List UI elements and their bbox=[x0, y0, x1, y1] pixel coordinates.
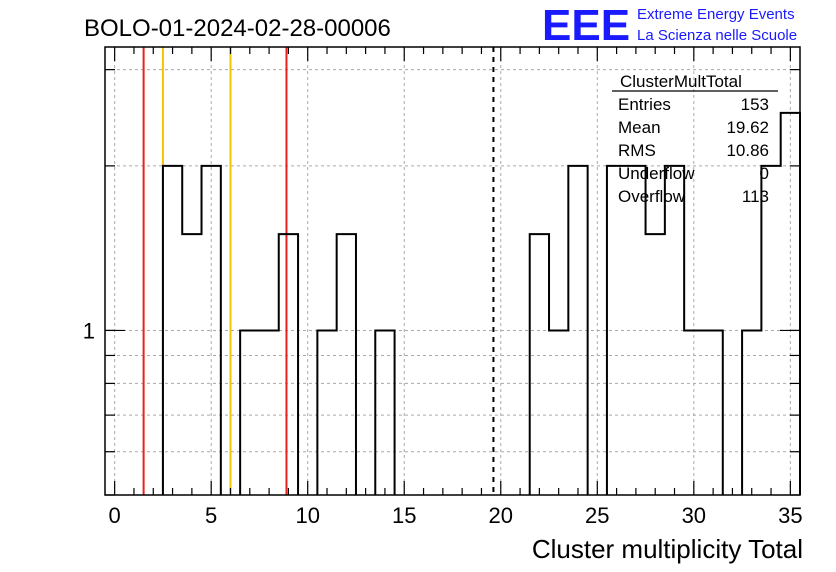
stats-row-label: RMS bbox=[618, 141, 656, 160]
histogram-bin bbox=[337, 234, 356, 495]
histogram-bin bbox=[549, 330, 568, 495]
stats-row-label: Entries bbox=[618, 95, 671, 114]
chart-title: BOLO-01-2024-02-28-00006 bbox=[84, 15, 391, 42]
histogram-bin bbox=[646, 234, 665, 495]
x-tick-label: 5 bbox=[205, 503, 217, 528]
x-axis-label: Cluster multiplicity Total bbox=[532, 534, 803, 564]
stats-box: ClusterMultTotal Entries 153 Mean 19.62 RMS 1… bbox=[612, 72, 778, 206]
stats-row-value: 153 bbox=[741, 95, 769, 114]
histogram-bin bbox=[781, 113, 800, 495]
x-tick-label: 35 bbox=[778, 503, 802, 528]
histogram-bin bbox=[240, 330, 259, 495]
histogram-bin bbox=[761, 166, 780, 495]
stats-row-value: 10.86 bbox=[726, 141, 769, 160]
logo-line-2: La Scienza nelle Scuole bbox=[637, 27, 797, 44]
plot-frame bbox=[104, 46, 801, 496]
stats-row-value: 19.62 bbox=[726, 118, 769, 137]
x-tick-label: 10 bbox=[295, 503, 319, 528]
x-tick-label: 30 bbox=[682, 503, 706, 528]
histogram-bin bbox=[703, 330, 722, 495]
logo-line-1: Extreme Energy Events bbox=[637, 6, 795, 23]
stats-row-label: Underflow bbox=[618, 164, 695, 183]
eee-logo: EEE Extreme Energy Events La Scienza nel… bbox=[542, 1, 797, 50]
stats-title: ClusterMultTotal bbox=[620, 72, 742, 91]
histogram-bin bbox=[163, 166, 182, 495]
histogram-bin bbox=[182, 234, 201, 495]
histogram-bin bbox=[742, 330, 761, 495]
stats-row-label: Mean bbox=[618, 118, 661, 137]
histogram-bin bbox=[375, 330, 394, 495]
logo-mark: EEE bbox=[542, 1, 630, 50]
histogram-bin bbox=[568, 166, 587, 495]
histogram bbox=[161, 111, 801, 495]
histogram-bin bbox=[259, 330, 278, 495]
histogram-bin bbox=[626, 166, 645, 495]
stats-row-label: Overflow bbox=[618, 187, 686, 206]
x-tick-label: 25 bbox=[585, 503, 609, 528]
histogram-bin bbox=[317, 330, 336, 495]
histogram-bin bbox=[279, 234, 298, 495]
histogram-bin bbox=[530, 234, 549, 495]
y-tick-label: 1 bbox=[83, 318, 95, 343]
histogram-bin bbox=[607, 166, 626, 495]
stats-row-value: 0 bbox=[760, 164, 769, 183]
x-tick-label: 20 bbox=[489, 503, 513, 528]
histogram-bin bbox=[202, 166, 221, 495]
axes: 0 5 10 15 20 25 30 35 1 bbox=[83, 47, 803, 528]
stats-row-value: 113 bbox=[742, 187, 769, 206]
x-tick-label: 0 bbox=[109, 503, 121, 528]
x-tick-label: 15 bbox=[392, 503, 416, 528]
histogram-bin bbox=[665, 166, 684, 495]
histogram-bin bbox=[684, 330, 703, 495]
histogram-outline bbox=[161, 111, 801, 495]
